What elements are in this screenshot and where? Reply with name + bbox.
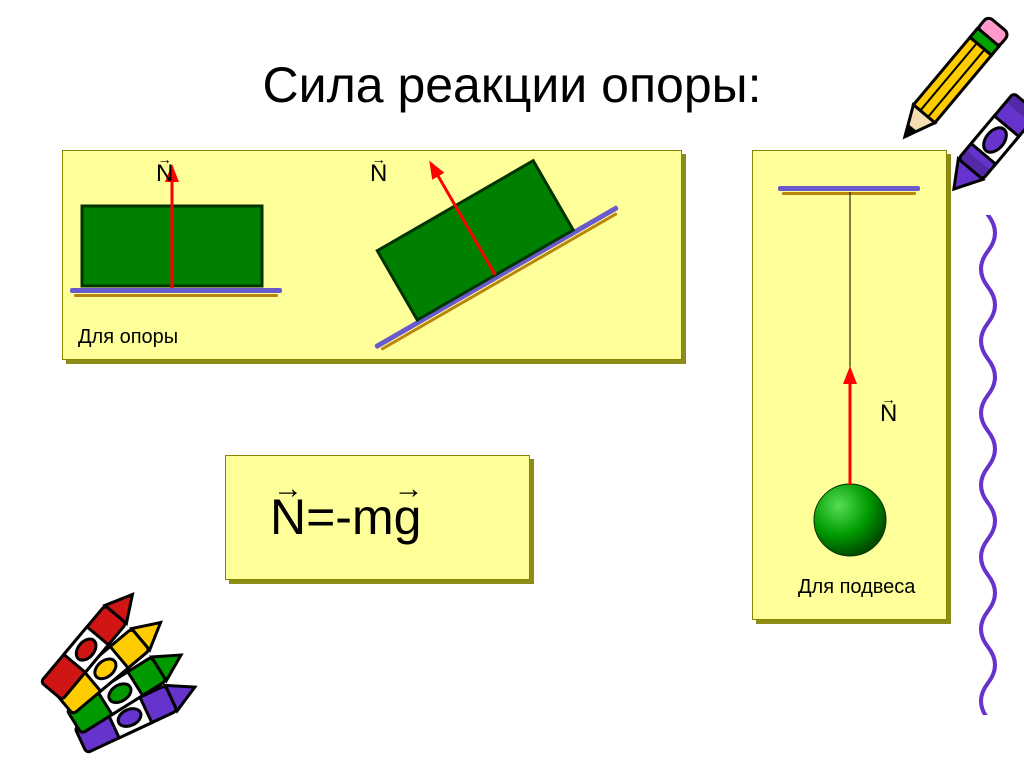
formula-mid: =-m [306, 489, 394, 545]
vector-label-n2: N [370, 160, 387, 188]
formula-g: g [394, 488, 422, 546]
vector-label-n1: N [156, 160, 173, 188]
label-for-support: Для опоры [78, 326, 178, 349]
crayons-icon [5, 565, 255, 768]
squiggle-icon [968, 215, 1008, 715]
vector-label-n3: N [880, 400, 897, 428]
formula-text: N=-mg [270, 488, 421, 546]
formula-N: N [270, 488, 306, 546]
label-for-suspension: Для подвеса [798, 576, 915, 599]
diagram-suspension [752, 150, 947, 620]
stage: Сила реакции опоры: Для опоры N N [0, 0, 1024, 768]
